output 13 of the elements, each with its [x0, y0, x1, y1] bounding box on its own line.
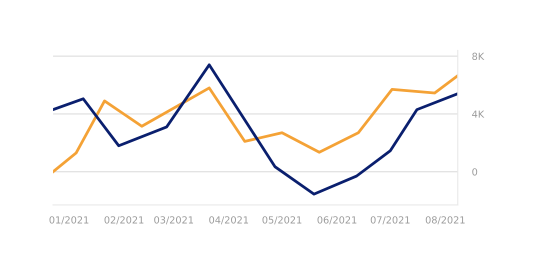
y-tick-label: 8K — [472, 52, 484, 60]
x-tick-label: 01/2021 — [49, 216, 88, 224]
x-tick-label: 04/2021 — [209, 216, 248, 224]
x-tick-label: 08/2021 — [426, 216, 465, 224]
y-tick-label: 0 — [472, 168, 478, 176]
x-tick-label: 03/2021 — [154, 216, 194, 224]
y-tick-label: 4K — [472, 110, 484, 118]
x-tick-label: 05/2021 — [262, 216, 302, 224]
line-series — [53, 63, 458, 196]
x-tick-label: 07/2021 — [370, 216, 410, 224]
line-series — [53, 74, 458, 174]
x-tick-label: 02/2021 — [104, 216, 144, 224]
x-tick-label: 06/2021 — [317, 216, 356, 224]
